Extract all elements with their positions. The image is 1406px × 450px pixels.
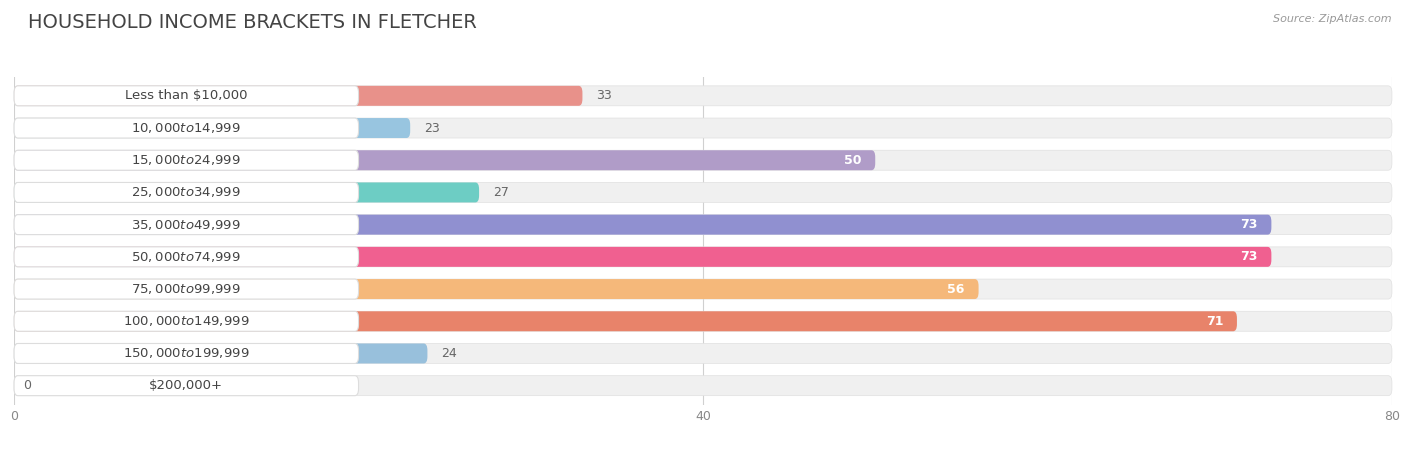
- Text: $50,000 to $74,999: $50,000 to $74,999: [131, 250, 242, 264]
- FancyBboxPatch shape: [14, 376, 359, 396]
- FancyBboxPatch shape: [14, 86, 1392, 106]
- Text: 24: 24: [441, 347, 457, 360]
- Text: $35,000 to $49,999: $35,000 to $49,999: [131, 218, 242, 232]
- FancyBboxPatch shape: [14, 343, 359, 364]
- FancyBboxPatch shape: [14, 86, 582, 106]
- FancyBboxPatch shape: [14, 247, 1392, 267]
- Text: $10,000 to $14,999: $10,000 to $14,999: [131, 121, 242, 135]
- Text: 71: 71: [1206, 315, 1223, 328]
- FancyBboxPatch shape: [14, 279, 359, 299]
- Text: Less than $10,000: Less than $10,000: [125, 89, 247, 102]
- FancyBboxPatch shape: [14, 118, 411, 138]
- FancyBboxPatch shape: [14, 118, 359, 138]
- Text: 33: 33: [596, 89, 612, 102]
- FancyBboxPatch shape: [14, 118, 1392, 138]
- Text: Source: ZipAtlas.com: Source: ZipAtlas.com: [1274, 14, 1392, 23]
- FancyBboxPatch shape: [14, 247, 359, 267]
- FancyBboxPatch shape: [14, 247, 1271, 267]
- FancyBboxPatch shape: [14, 343, 1392, 364]
- Text: 73: 73: [1240, 218, 1257, 231]
- FancyBboxPatch shape: [14, 150, 875, 170]
- FancyBboxPatch shape: [14, 311, 359, 331]
- FancyBboxPatch shape: [14, 182, 359, 202]
- Text: 27: 27: [494, 186, 509, 199]
- FancyBboxPatch shape: [14, 311, 1237, 331]
- FancyBboxPatch shape: [14, 215, 1392, 234]
- FancyBboxPatch shape: [14, 150, 359, 170]
- FancyBboxPatch shape: [14, 150, 1392, 170]
- Text: $15,000 to $24,999: $15,000 to $24,999: [131, 153, 242, 167]
- Text: HOUSEHOLD INCOME BRACKETS IN FLETCHER: HOUSEHOLD INCOME BRACKETS IN FLETCHER: [28, 14, 477, 32]
- FancyBboxPatch shape: [14, 182, 479, 202]
- FancyBboxPatch shape: [14, 376, 1392, 396]
- FancyBboxPatch shape: [14, 215, 359, 234]
- Text: $75,000 to $99,999: $75,000 to $99,999: [131, 282, 242, 296]
- Text: $25,000 to $34,999: $25,000 to $34,999: [131, 185, 242, 199]
- FancyBboxPatch shape: [14, 86, 359, 106]
- Text: 73: 73: [1240, 250, 1257, 263]
- FancyBboxPatch shape: [14, 182, 1392, 202]
- FancyBboxPatch shape: [14, 279, 979, 299]
- FancyBboxPatch shape: [14, 311, 1392, 331]
- Text: 56: 56: [948, 283, 965, 296]
- FancyBboxPatch shape: [14, 343, 427, 364]
- Text: $100,000 to $149,999: $100,000 to $149,999: [124, 314, 249, 328]
- Text: 23: 23: [425, 122, 440, 135]
- FancyBboxPatch shape: [14, 215, 1271, 234]
- Text: $150,000 to $199,999: $150,000 to $199,999: [124, 346, 249, 360]
- FancyBboxPatch shape: [14, 279, 1392, 299]
- Text: $200,000+: $200,000+: [149, 379, 224, 392]
- Text: 50: 50: [844, 154, 862, 167]
- Text: 0: 0: [22, 379, 31, 392]
